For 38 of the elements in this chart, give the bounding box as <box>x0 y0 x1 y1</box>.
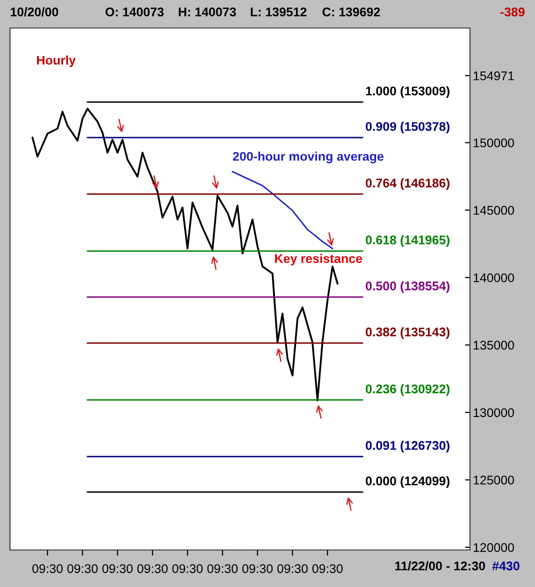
series-label: 0.618 (141965) <box>366 235 450 247</box>
y-tick-label: 120000 <box>474 543 514 552</box>
x-tick-label: 09:30 <box>32 564 63 574</box>
series-label: 0.091 (126730) <box>366 440 450 452</box>
text: L: 139512 <box>250 8 306 16</box>
series-label: 0.909 (150378) <box>366 122 450 134</box>
x-tick-label: 09:30 <box>172 564 203 574</box>
x-tick-label: 09:30 <box>207 564 238 574</box>
text: -389 <box>500 8 525 16</box>
text: Hourly <box>37 55 76 68</box>
series-label: 0.236 (130922) <box>366 384 450 396</box>
series-label: 0.764 (146186) <box>366 178 450 190</box>
x-tick-label: 09:30 <box>312 564 343 574</box>
text: C: 139692 <box>322 8 380 16</box>
line-series <box>232 170 334 250</box>
y-tick-label: 154971 <box>474 71 514 80</box>
annotation: Key resistance <box>275 254 362 266</box>
y-tick-label: 145000 <box>474 206 514 215</box>
legend-label: 0.000 (124099) <box>366 476 450 488</box>
x-tick-label: 09:30 <box>137 564 168 574</box>
text: H: 140073 <box>178 8 236 16</box>
y-tick-label: 130000 <box>474 408 514 418</box>
text: 11/22/00 - 12:30 <box>395 561 486 570</box>
y-tick-label: 150000 <box>474 138 514 148</box>
text: O: 140073 <box>106 8 164 16</box>
x-tick-label: 09:30 <box>102 564 133 574</box>
series-label: 1.000 (153009) <box>366 86 450 98</box>
series-label: 0.500 (138554) <box>366 281 450 293</box>
y-tick-label: 135000 <box>474 340 514 350</box>
x-tick-label: 09:30 <box>242 564 273 574</box>
x-tick-label: 09:30 <box>277 564 308 574</box>
text: 10/20/00 <box>10 7 58 16</box>
x-tick-label: 09:30 <box>67 564 98 574</box>
series-label: 200-hour moving average <box>232 152 384 164</box>
text: #430 <box>492 562 520 570</box>
y-tick-label: 125000 <box>474 476 514 485</box>
y-tick-label: 140000 <box>474 273 514 282</box>
series-label: 0.382 (135143) <box>366 327 450 339</box>
